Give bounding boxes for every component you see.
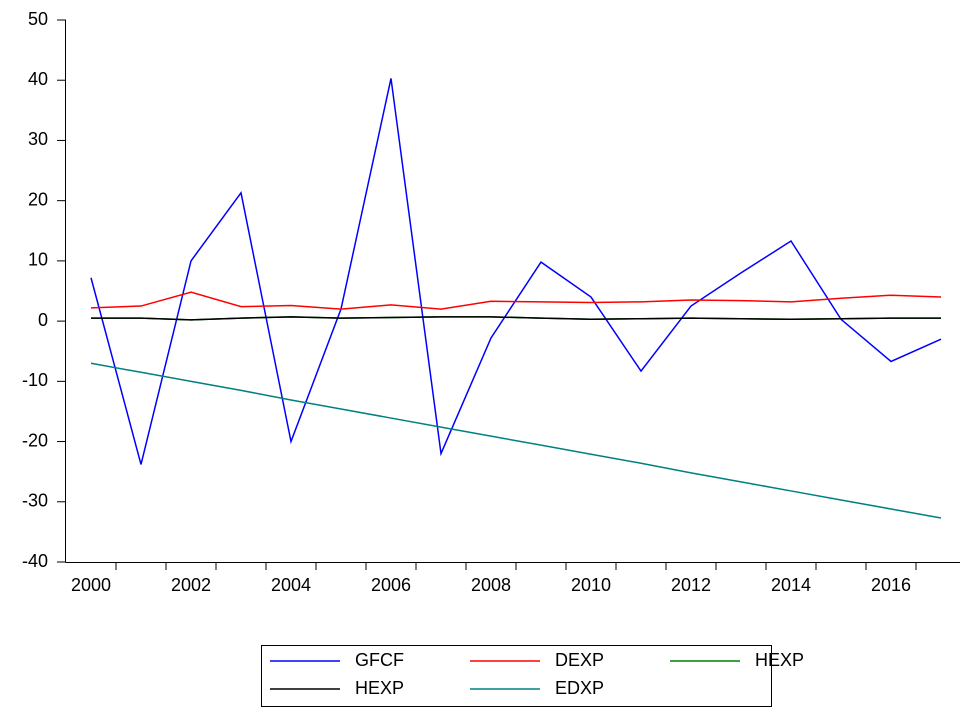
x-tick-label: 2004 [271, 575, 311, 595]
legend-box [261, 645, 772, 707]
legend-label: HEXP [355, 678, 404, 698]
x-tick-label: 2014 [771, 575, 811, 595]
series-line [90, 362, 942, 519]
y-tick-label: 10 [28, 250, 48, 270]
y-tick-label: 50 [28, 9, 48, 29]
y-tick-label: 0 [38, 310, 48, 330]
y-tick-label: -30 [22, 491, 48, 511]
y-tick-label: -10 [22, 370, 48, 390]
legend-label: EDXP [555, 678, 604, 698]
x-tick-label: 2012 [671, 575, 711, 595]
y-tick-label: 20 [28, 189, 48, 209]
x-tick-label: 2008 [471, 575, 511, 595]
legend-label: HEXP [755, 650, 804, 670]
x-tick-label: 2010 [571, 575, 611, 595]
y-tick-label: 40 [28, 69, 48, 89]
legend-label: GFCF [355, 650, 404, 670]
x-tick-label: 2000 [71, 575, 111, 595]
series-line [90, 291, 942, 310]
x-tick-label: 2006 [371, 575, 411, 595]
y-tick-label: 30 [28, 129, 48, 149]
x-tick-label: 2002 [171, 575, 211, 595]
legend-label: DEXP [555, 650, 604, 670]
y-tick-label: -40 [22, 551, 48, 571]
series-line [91, 316, 941, 321]
series-line [90, 78, 942, 465]
x-tick-label: 2016 [871, 575, 911, 595]
y-tick-label: -20 [22, 430, 48, 450]
